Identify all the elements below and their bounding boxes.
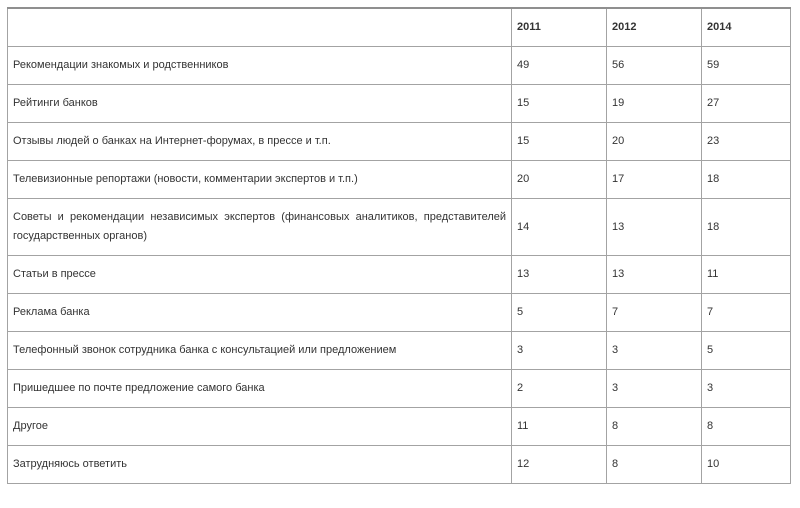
row-label: Рейтинги банков — [7, 84, 512, 123]
table-row: Отзывы людей о банках на Интернет-форума… — [7, 122, 791, 161]
value-cell: 27 — [701, 84, 791, 123]
row-label: Затрудняюсь ответить — [7, 445, 512, 484]
header-year-2012: 2012 — [606, 7, 702, 47]
table-row: Статьи в прессе 13 13 11 — [7, 255, 791, 294]
table-row: Советы и рекомендации независимых экспер… — [7, 198, 791, 256]
value-cell: 56 — [606, 46, 702, 85]
value-cell: 8 — [606, 407, 702, 446]
value-cell: 15 — [511, 122, 607, 161]
table-row: Рекомендации знакомых и родственников 49… — [7, 46, 791, 85]
row-label: Статьи в прессе — [7, 255, 512, 294]
table-row: Рейтинги банков 15 19 27 — [7, 84, 791, 123]
table-row: Затрудняюсь ответить 12 8 10 — [7, 445, 791, 484]
value-cell: 7 — [606, 293, 702, 332]
row-label: Советы и рекомендации независимых экспер… — [7, 198, 512, 256]
value-cell: 3 — [701, 369, 791, 408]
value-cell: 3 — [606, 331, 702, 370]
value-cell: 11 — [701, 255, 791, 294]
header-year-2011: 2011 — [511, 7, 607, 47]
table-row: Пришедшее по почте предложение самого ба… — [7, 369, 791, 408]
value-cell: 18 — [701, 160, 791, 199]
value-cell: 13 — [606, 198, 702, 256]
row-label: Отзывы людей о банках на Интернет-форума… — [7, 122, 512, 161]
header-year-2014: 2014 — [701, 7, 791, 47]
table-row: Другое 11 8 8 — [7, 407, 791, 446]
header-corner-cell — [7, 7, 512, 47]
value-cell: 3 — [511, 331, 607, 370]
page: 2011 2012 2014 Рекомендации знакомых и р… — [7, 7, 791, 484]
value-cell: 15 — [511, 84, 607, 123]
value-cell: 14 — [511, 198, 607, 256]
value-cell: 19 — [606, 84, 702, 123]
value-cell: 3 — [606, 369, 702, 408]
value-cell: 2 — [511, 369, 607, 408]
value-cell: 20 — [511, 160, 607, 199]
value-cell: 8 — [701, 407, 791, 446]
value-cell: 12 — [511, 445, 607, 484]
value-cell: 11 — [511, 407, 607, 446]
value-cell: 13 — [511, 255, 607, 294]
value-cell: 59 — [701, 46, 791, 85]
row-label: Пришедшее по почте предложение самого ба… — [7, 369, 512, 408]
row-label: Телевизионные репортажи (новости, коммен… — [7, 160, 512, 199]
value-cell: 13 — [606, 255, 702, 294]
value-cell: 23 — [701, 122, 791, 161]
value-cell: 5 — [701, 331, 791, 370]
table-row: Телефонный звонок сотрудника банка с кон… — [7, 331, 791, 370]
value-cell: 17 — [606, 160, 702, 199]
table-row: Реклама банка 5 7 7 — [7, 293, 791, 332]
row-label: Телефонный звонок сотрудника банка с кон… — [7, 331, 512, 370]
row-label: Другое — [7, 407, 512, 446]
row-label: Рекомендации знакомых и родственников — [7, 46, 512, 85]
survey-data-table: 2011 2012 2014 Рекомендации знакомых и р… — [7, 7, 791, 484]
header-row: 2011 2012 2014 — [7, 7, 791, 47]
value-cell: 10 — [701, 445, 791, 484]
row-label: Реклама банка — [7, 293, 512, 332]
value-cell: 8 — [606, 445, 702, 484]
value-cell: 18 — [701, 198, 791, 256]
value-cell: 20 — [606, 122, 702, 161]
table-row: Телевизионные репортажи (новости, коммен… — [7, 160, 791, 199]
value-cell: 49 — [511, 46, 607, 85]
value-cell: 5 — [511, 293, 607, 332]
value-cell: 7 — [701, 293, 791, 332]
